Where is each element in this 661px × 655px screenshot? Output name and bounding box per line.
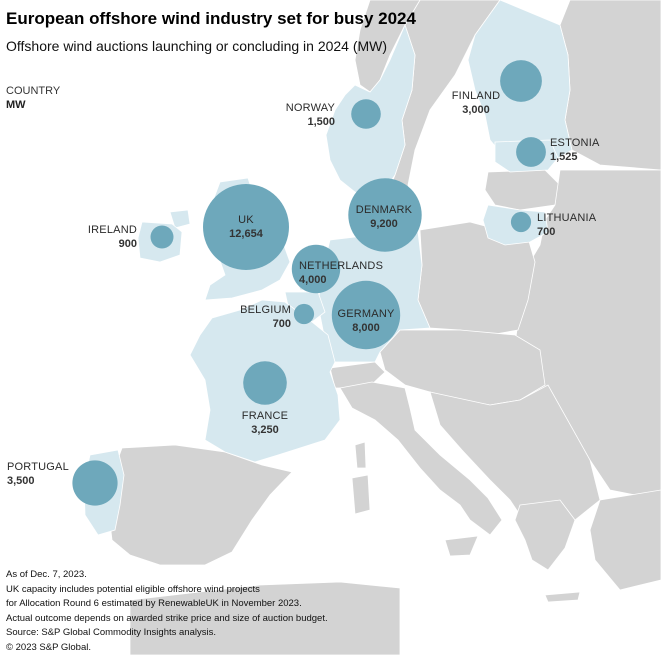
bubble-portugal [72, 460, 118, 506]
bubble-belgium [293, 303, 315, 325]
country-mw: 9,200 [370, 218, 398, 230]
legend-unit-label: MW [6, 99, 26, 111]
country-name: LITHUANIA [537, 212, 597, 224]
country-mw: 1,525 [550, 151, 578, 163]
footnote-line: Actual outcome depends on awarded strike… [6, 612, 328, 624]
land-gray [107, 0, 661, 655]
country-name: FRANCE [241, 410, 289, 422]
label-germany: GERMANY 8,000 [316, 307, 416, 335]
legend: COUNTRY MW [6, 84, 60, 112]
label-france: FRANCE 3,250 [225, 409, 305, 437]
label-netherlands: NETHERLANDS 4,000 [299, 259, 399, 287]
country-name: NETHERLANDS [299, 260, 384, 272]
bubble-netherlands [291, 244, 341, 294]
label-uk: UK 12,654 [206, 213, 286, 241]
country-mw: 8,000 [352, 322, 380, 334]
land-turkey [589, 489, 661, 591]
label-finland: FINLAND 3,000 [436, 89, 516, 117]
label-estonia: ESTONIA 1,525 [550, 136, 630, 164]
country-mw: 3,250 [251, 424, 279, 436]
footnote-line: Source: S&P Global Commodity Insights an… [6, 627, 216, 639]
country-name: FINLAND [451, 90, 501, 102]
bubble-estonia [516, 137, 546, 167]
country-mw: 3,000 [462, 104, 490, 116]
bubble-germany [331, 280, 401, 350]
bubble-ireland [150, 225, 174, 249]
bubble-uk [203, 184, 289, 270]
bubble-layer [72, 60, 546, 506]
footnote-line: © 2023 S&P Global. [6, 641, 91, 653]
country-mw: 700 [537, 226, 556, 238]
country-mw: 3,500 [7, 475, 35, 487]
bubble-finland [500, 60, 542, 102]
country-mw: 1,500 [307, 116, 335, 128]
land-latvia [484, 169, 561, 211]
land-north-africa [129, 581, 401, 655]
label-norway: NORWAY 1,500 [255, 101, 335, 129]
label-belgium: BELGIUM 700 [211, 303, 291, 331]
bubble-france [243, 361, 287, 405]
country-mw: 4,000 [299, 274, 327, 286]
label-denmark: DENMARK 9,200 [334, 203, 434, 231]
country-mw: 12,654 [229, 228, 263, 240]
label-portugal: PORTUGAL 3,500 [7, 460, 87, 488]
bubble-norway [351, 99, 381, 129]
land-sardinia [351, 474, 371, 515]
country-name: UK [238, 214, 254, 226]
footnote-line: As of Dec. 7, 2023. [6, 569, 87, 580]
land-crete [544, 591, 581, 603]
footnotes: As of Dec. 7, 2023. UK capacity includes… [6, 568, 328, 655]
country-name: ESTONIA [550, 137, 600, 149]
country-mw: 700 [272, 318, 291, 330]
map-subtitle: Offshore wind auctions launching or conc… [6, 38, 388, 54]
bubble-denmark [348, 178, 422, 252]
label-lithuania: LITHUANIA 700 [537, 211, 627, 239]
land-greece [514, 499, 576, 571]
country-name: BELGIUM [240, 304, 291, 316]
map-title: European offshore wind industry set for … [6, 9, 416, 28]
country-mw: 900 [118, 238, 137, 250]
land-corsica [354, 441, 367, 469]
footnote-line: UK capacity includes potential eligible … [6, 583, 260, 595]
country-name: PORTUGAL [7, 461, 69, 473]
land-italy [339, 381, 503, 536]
bubble-lithuania [510, 211, 532, 233]
country-name: DENMARK [355, 204, 413, 216]
land-sicily [444, 535, 479, 557]
country-name: NORWAY [285, 102, 335, 114]
land-northern-ireland [169, 209, 191, 229]
footnote-line: for Allocation Round 6 estimated by Rene… [6, 598, 302, 610]
legend-country-label: COUNTRY [6, 85, 61, 97]
label-ireland: IRELAND 900 [57, 223, 137, 251]
country-name: GERMANY [337, 308, 395, 320]
country-name: IRELAND [87, 224, 137, 236]
